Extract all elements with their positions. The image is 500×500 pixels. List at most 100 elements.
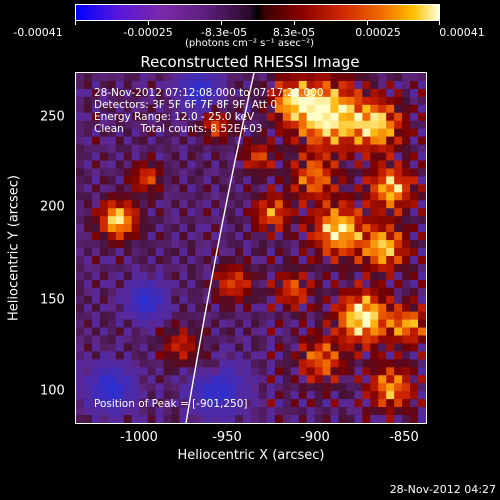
image-pixel <box>91 104 101 114</box>
image-pixel <box>322 359 331 368</box>
image-pixel <box>346 279 355 289</box>
image-pixel <box>346 200 355 209</box>
image-pixel <box>290 287 300 297</box>
image-pixel <box>171 303 180 312</box>
image-pixel <box>107 343 117 352</box>
image-pixel <box>346 248 355 257</box>
image-pixel <box>203 335 212 344</box>
image-pixel <box>211 184 220 193</box>
image-pixel <box>203 224 212 233</box>
image-pixel <box>251 407 260 416</box>
image-pixel <box>107 216 117 225</box>
image-pixel <box>266 168 276 177</box>
image-pixel <box>211 311 220 320</box>
image-pixel <box>107 184 117 193</box>
image-pixel <box>298 303 307 312</box>
image-pixel <box>203 232 212 241</box>
image-pixel <box>378 255 387 265</box>
image-pixel <box>346 176 355 185</box>
image-pixel <box>402 112 411 122</box>
colorbar-tick-mark <box>294 21 295 25</box>
image-pixel <box>330 359 339 368</box>
image-pixel <box>187 343 196 352</box>
image-pixel <box>306 232 315 241</box>
image-pixel <box>378 399 387 408</box>
image-pixel <box>370 327 379 336</box>
image-pixel <box>370 391 379 400</box>
image-pixel <box>155 152 164 161</box>
image-pixel <box>306 311 315 320</box>
image-pixel <box>211 120 220 129</box>
image-pixel <box>394 311 403 320</box>
image-pixel <box>139 279 148 289</box>
image-pixel <box>306 415 315 423</box>
image-pixel <box>418 327 426 336</box>
image-pixel <box>330 200 339 209</box>
image-pixel <box>274 343 284 352</box>
image-pixel <box>243 263 252 273</box>
image-pixel <box>219 208 228 217</box>
image-pixel <box>195 176 204 185</box>
image-pixel <box>179 73 188 82</box>
image-pixel <box>386 271 395 281</box>
image-pixel <box>179 104 188 114</box>
image-pixel <box>235 407 244 416</box>
image-pixel <box>362 303 371 312</box>
image-pixel <box>179 415 188 423</box>
image-pixel <box>243 391 252 400</box>
image-pixel <box>179 263 188 273</box>
image-pixel <box>219 176 228 185</box>
image-pixel <box>282 399 292 408</box>
image-pixel <box>123 136 132 145</box>
image-pixel <box>258 200 268 209</box>
image-pixel <box>243 128 252 137</box>
image-pixel <box>163 168 172 177</box>
image-pixel <box>131 327 140 336</box>
image-pixel <box>346 232 355 241</box>
image-pixel <box>290 208 300 217</box>
image-pixel <box>171 224 180 233</box>
image-pixel <box>290 248 300 257</box>
y-tick-label: 100 <box>40 383 65 399</box>
image-pixel <box>298 136 307 145</box>
image-pixel <box>330 271 339 281</box>
image-pixel <box>131 383 140 392</box>
image-pixel <box>282 415 292 423</box>
image-pixel <box>362 335 371 344</box>
image-pixel <box>410 104 419 114</box>
image-pixel <box>306 104 315 114</box>
image-pixel <box>314 104 323 114</box>
image-pixel <box>330 343 339 352</box>
image-pixel <box>346 184 355 193</box>
image-pixel <box>179 407 188 416</box>
image-pixel <box>251 383 260 392</box>
image-pixel <box>370 287 379 297</box>
image-pixel <box>346 343 355 352</box>
image-pixel <box>274 327 284 336</box>
image-pixel <box>370 295 379 304</box>
x-axis-label: Heliocentric X (arcsec) <box>177 448 325 463</box>
image-pixel <box>386 184 395 193</box>
image-pixel <box>179 279 188 289</box>
image-pixel <box>179 311 188 320</box>
image-pixel <box>306 407 315 416</box>
image-pixel <box>155 359 164 368</box>
image-pixel <box>330 144 339 153</box>
image-pixel <box>227 295 236 304</box>
image-pixel <box>219 88 228 98</box>
image-pixel <box>354 367 363 376</box>
image-pixel <box>171 136 180 145</box>
image-pixel <box>290 263 300 273</box>
image-pixel <box>258 407 268 416</box>
image-pixel <box>147 128 156 137</box>
image-pixel <box>386 415 395 423</box>
image-pixel <box>163 112 172 122</box>
image-pixel <box>179 224 188 233</box>
image-pixel <box>99 415 109 423</box>
image-pixel <box>322 73 331 82</box>
image-pixel <box>155 375 164 384</box>
image-pixel <box>211 295 220 304</box>
image-pixel <box>195 160 204 169</box>
image-pixel <box>410 112 419 122</box>
image-pixel <box>123 208 132 217</box>
